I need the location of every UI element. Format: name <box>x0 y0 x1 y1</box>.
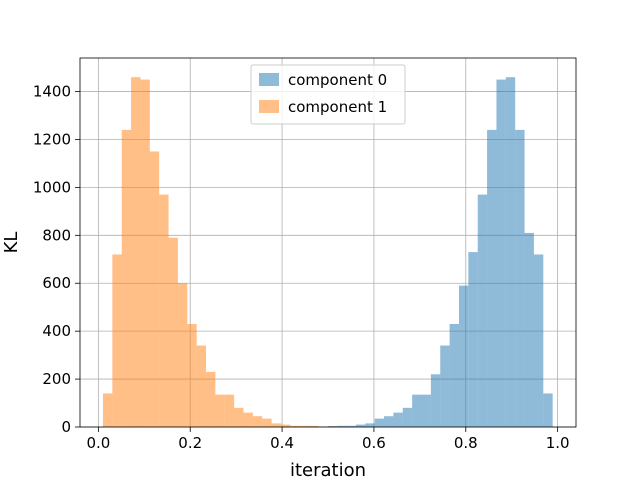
x-tick-label-0: 0.0 <box>86 434 110 452</box>
plot-frame <box>79 57 577 428</box>
bar-series1-bin0 <box>102 393 113 427</box>
bar-series1-bin5 <box>149 151 160 427</box>
y-tick-label-1: 200 <box>42 370 71 388</box>
y-tick-label-4: 800 <box>42 226 71 244</box>
bar-series0-bin40 <box>477 194 488 427</box>
bar-series0-bin35 <box>430 374 441 427</box>
x-tick-label-2: 0.4 <box>270 434 294 452</box>
bar-series1-bin8 <box>177 283 188 427</box>
bar-series0-bin47 <box>543 393 553 427</box>
bar-series1-bin2 <box>121 129 132 427</box>
bar-series1-bin22 <box>309 426 319 427</box>
bar-series1-bin6 <box>159 194 169 427</box>
bar-series1-bin13 <box>224 394 235 427</box>
bar-series0-bin27 <box>355 424 366 427</box>
bar-series1-bin15 <box>243 412 253 427</box>
bar-series1-bin12 <box>215 394 225 427</box>
bar-series0-bin26 <box>346 425 356 427</box>
y-tick-label-6: 1200 <box>33 130 71 148</box>
legend-swatch-0 <box>259 73 279 86</box>
histogram-bars <box>102 77 553 428</box>
x-axis-label: iteration <box>290 460 366 480</box>
legend-box <box>250 64 406 125</box>
y-tick-label-0: 0 <box>61 418 71 436</box>
legend: component 0 component 1 <box>250 64 406 125</box>
bar-series0-bin46 <box>533 254 544 427</box>
bar-series0-bin45 <box>524 232 534 427</box>
x-tick-label-1: 0.2 <box>178 434 202 452</box>
x-tick-label-4: 0.8 <box>454 434 478 452</box>
bar-series0-bin44 <box>515 129 525 427</box>
y-tick-label-3: 600 <box>42 274 71 292</box>
bar-series1-bin9 <box>187 323 197 427</box>
y-tick-label-7: 1400 <box>33 83 71 101</box>
y-axis-label: KL <box>1 232 22 254</box>
bar-series1-bin21 <box>299 425 310 427</box>
legend-label-0: component 0 <box>288 71 387 89</box>
bar-series0-bin31 <box>393 412 403 427</box>
bar-series1-bin11 <box>206 371 216 427</box>
legend-label-1: component 1 <box>288 98 387 116</box>
bar-series0-bin36 <box>440 345 450 427</box>
y-tick-label-2: 400 <box>42 322 71 340</box>
bar-series0-bin30 <box>384 416 394 427</box>
bar-series1-bin3 <box>131 77 141 428</box>
bar-series1-bin16 <box>252 416 263 427</box>
bar-series1-bin20 <box>290 425 300 427</box>
bar-series0-bin42 <box>496 79 506 427</box>
x-tick-label-5: 1.0 <box>546 434 570 452</box>
bar-series0-bin39 <box>468 252 478 427</box>
bar-series0-bin25 <box>337 425 347 427</box>
bar-series1-bin4 <box>140 79 150 427</box>
bar-series1-bin19 <box>280 424 291 427</box>
bar-series0-bin28 <box>365 423 375 427</box>
bar-series1-bin18 <box>271 423 281 427</box>
bar-series1-bin1 <box>112 254 122 427</box>
legend-swatch-1 <box>259 100 279 113</box>
x-tick-label-3: 0.6 <box>362 434 386 452</box>
bar-series0-bin34 <box>421 394 431 427</box>
bar-series0-bin37 <box>449 323 459 427</box>
bar-series0-bin38 <box>458 285 469 427</box>
axis-ticks: 0.0 0.2 0.4 0.6 0.8 1.0 0 200 400 600 800 1000 1200 1… <box>33 83 570 452</box>
bar-series0-bin43 <box>505 77 516 428</box>
bar-series1-bin7 <box>168 237 178 427</box>
y-tick-label-5: 1000 <box>33 178 71 196</box>
bar-series0-bin33 <box>412 394 422 427</box>
bar-series0-bin29 <box>374 418 385 427</box>
bar-series1-bin10 <box>196 345 207 427</box>
bar-series0-bin32 <box>402 407 413 427</box>
bar-series1-bin17 <box>262 418 272 427</box>
bar-series0-bin41 <box>487 129 497 427</box>
bar-series1-bin14 <box>234 407 244 427</box>
